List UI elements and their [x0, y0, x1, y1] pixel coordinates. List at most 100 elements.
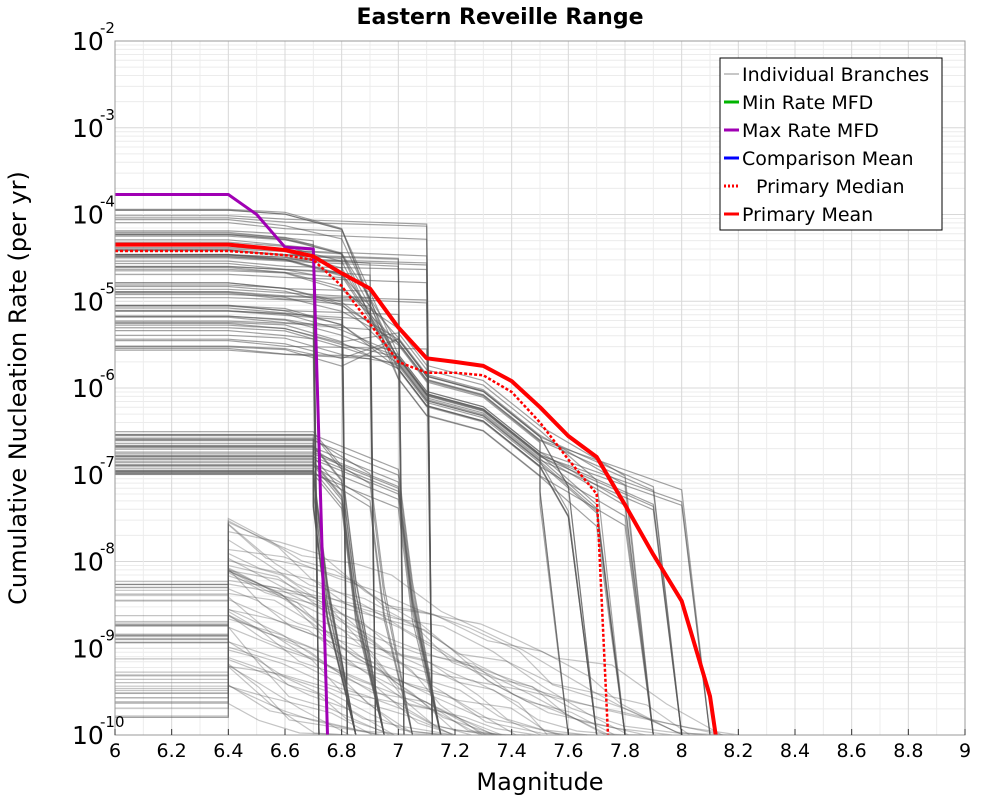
branch-line: [115, 665, 455, 736]
branch-line: [115, 304, 654, 736]
branch-line: [115, 448, 414, 736]
y-tick-exponent: -8: [100, 540, 115, 558]
branch-line: [115, 615, 564, 736]
branch-line: [115, 548, 684, 736]
branch-line: [115, 530, 616, 736]
branch-line: [115, 254, 377, 736]
branch-line: [115, 626, 481, 736]
branch-line: [115, 684, 413, 736]
series-lines: [115, 193, 718, 736]
branch-line: [115, 569, 495, 736]
x-tick-label: 8: [676, 740, 688, 762]
x-axis-ticks: 6 6.2 6.4 6.6 6.8 7 7.2 7.4 7.6 7.8 8 8.2 8.4 8.6 8.8 9: [109, 729, 971, 762]
x-tick-label: 7.8: [610, 740, 640, 762]
branch-line: [115, 321, 626, 736]
y-tick-label: 10: [72, 114, 104, 143]
x-tick-label: 8.4: [780, 740, 810, 762]
y-tick-label: 10: [72, 27, 104, 56]
branch-line: [115, 446, 442, 736]
branch-line: [115, 523, 723, 736]
y-tick-exponent: -3: [100, 106, 115, 124]
x-tick-label: 7: [392, 740, 404, 762]
branch-line: [115, 471, 357, 736]
branch-line: [115, 610, 453, 736]
y-tick-label: 10: [72, 201, 104, 230]
y-tick-label: 10: [72, 374, 104, 403]
y-tick-label: 10: [72, 548, 104, 577]
branch-line: [115, 557, 724, 736]
y-tick-label: 10: [72, 287, 104, 316]
branch-line: [115, 640, 445, 736]
branch-line: [115, 702, 353, 736]
legend-label: Primary Mean: [742, 204, 873, 226]
x-tick-label: 8.8: [893, 740, 923, 762]
branch-line: [115, 625, 391, 736]
branch-line: [115, 270, 654, 736]
x-tick-label: 6.2: [157, 740, 187, 762]
branch-line: [115, 579, 673, 736]
branch-line: [115, 574, 532, 736]
y-tick-exponent: -10: [100, 713, 125, 731]
chart-title: Eastern Reveille Range: [356, 5, 643, 30]
branch-line: [115, 222, 348, 736]
branch-line: [115, 613, 506, 736]
x-tick-label: 6.6: [270, 740, 300, 762]
branch-line: [115, 683, 380, 736]
branch-line: [115, 464, 442, 736]
branch-line: [115, 570, 560, 736]
branch-line: [115, 640, 443, 736]
branch-line: [115, 455, 385, 736]
legend-box: [719, 57, 943, 231]
branch-line: [115, 291, 711, 736]
branch-line: [115, 559, 691, 736]
branch-line: [115, 465, 414, 736]
branch-line: [115, 517, 707, 736]
x-tick-label: 6.4: [213, 740, 243, 762]
branch-line: [115, 608, 472, 736]
branch-line: [115, 617, 497, 736]
legend: Individual Branches Min Rate MFD Max Rate …: [719, 57, 943, 231]
x-axis-label: Magnitude: [476, 768, 603, 796]
branch-line: [115, 587, 487, 736]
plot-frame: [114, 40, 966, 736]
branch-line: [115, 568, 548, 736]
y-axis-label: Cumulative Nucleation Rate (per yr): [4, 171, 32, 605]
branch-line: [115, 665, 346, 736]
branch-line: [115, 208, 654, 736]
y-tick-exponent: -6: [100, 366, 115, 384]
branch-line: [115, 608, 456, 736]
branch-line: [115, 564, 517, 736]
y-tick-exponent: -9: [100, 626, 115, 644]
x-tick-label: 7.4: [497, 740, 527, 762]
branch-line: [115, 662, 384, 736]
branch-line: [115, 569, 734, 736]
legend-label: Min Rate MFD: [742, 92, 873, 114]
legend-label: Comparison Mean: [742, 148, 914, 170]
x-tick-label: 9: [959, 740, 971, 762]
series-primary-mean: [115, 242, 718, 736]
branch-line: [115, 519, 606, 736]
x-tick-label: 6.8: [327, 740, 357, 762]
branch-line: [115, 658, 395, 736]
branch-line: [115, 685, 373, 736]
x-tick-label: 6: [109, 740, 121, 762]
branch-line: [115, 614, 526, 736]
branch-line: [115, 305, 598, 736]
y-tick-label: 10: [72, 634, 104, 663]
y-tick-label: 10: [72, 721, 104, 750]
branch-line: [115, 521, 684, 736]
legend-label: Max Rate MFD: [742, 120, 879, 142]
branch-line: [115, 646, 453, 736]
branch-line: [115, 444, 385, 736]
branch-line: [115, 649, 395, 736]
branch-line: [115, 567, 599, 736]
x-tick-label: 7.6: [553, 740, 583, 762]
y-tick-exponent: -2: [100, 19, 115, 37]
branch-line: [115, 522, 656, 736]
legend-label: Primary Median: [756, 176, 905, 198]
branch-line: [115, 664, 350, 736]
branch-line: [115, 598, 502, 736]
y-tick-label: 10: [72, 461, 104, 490]
